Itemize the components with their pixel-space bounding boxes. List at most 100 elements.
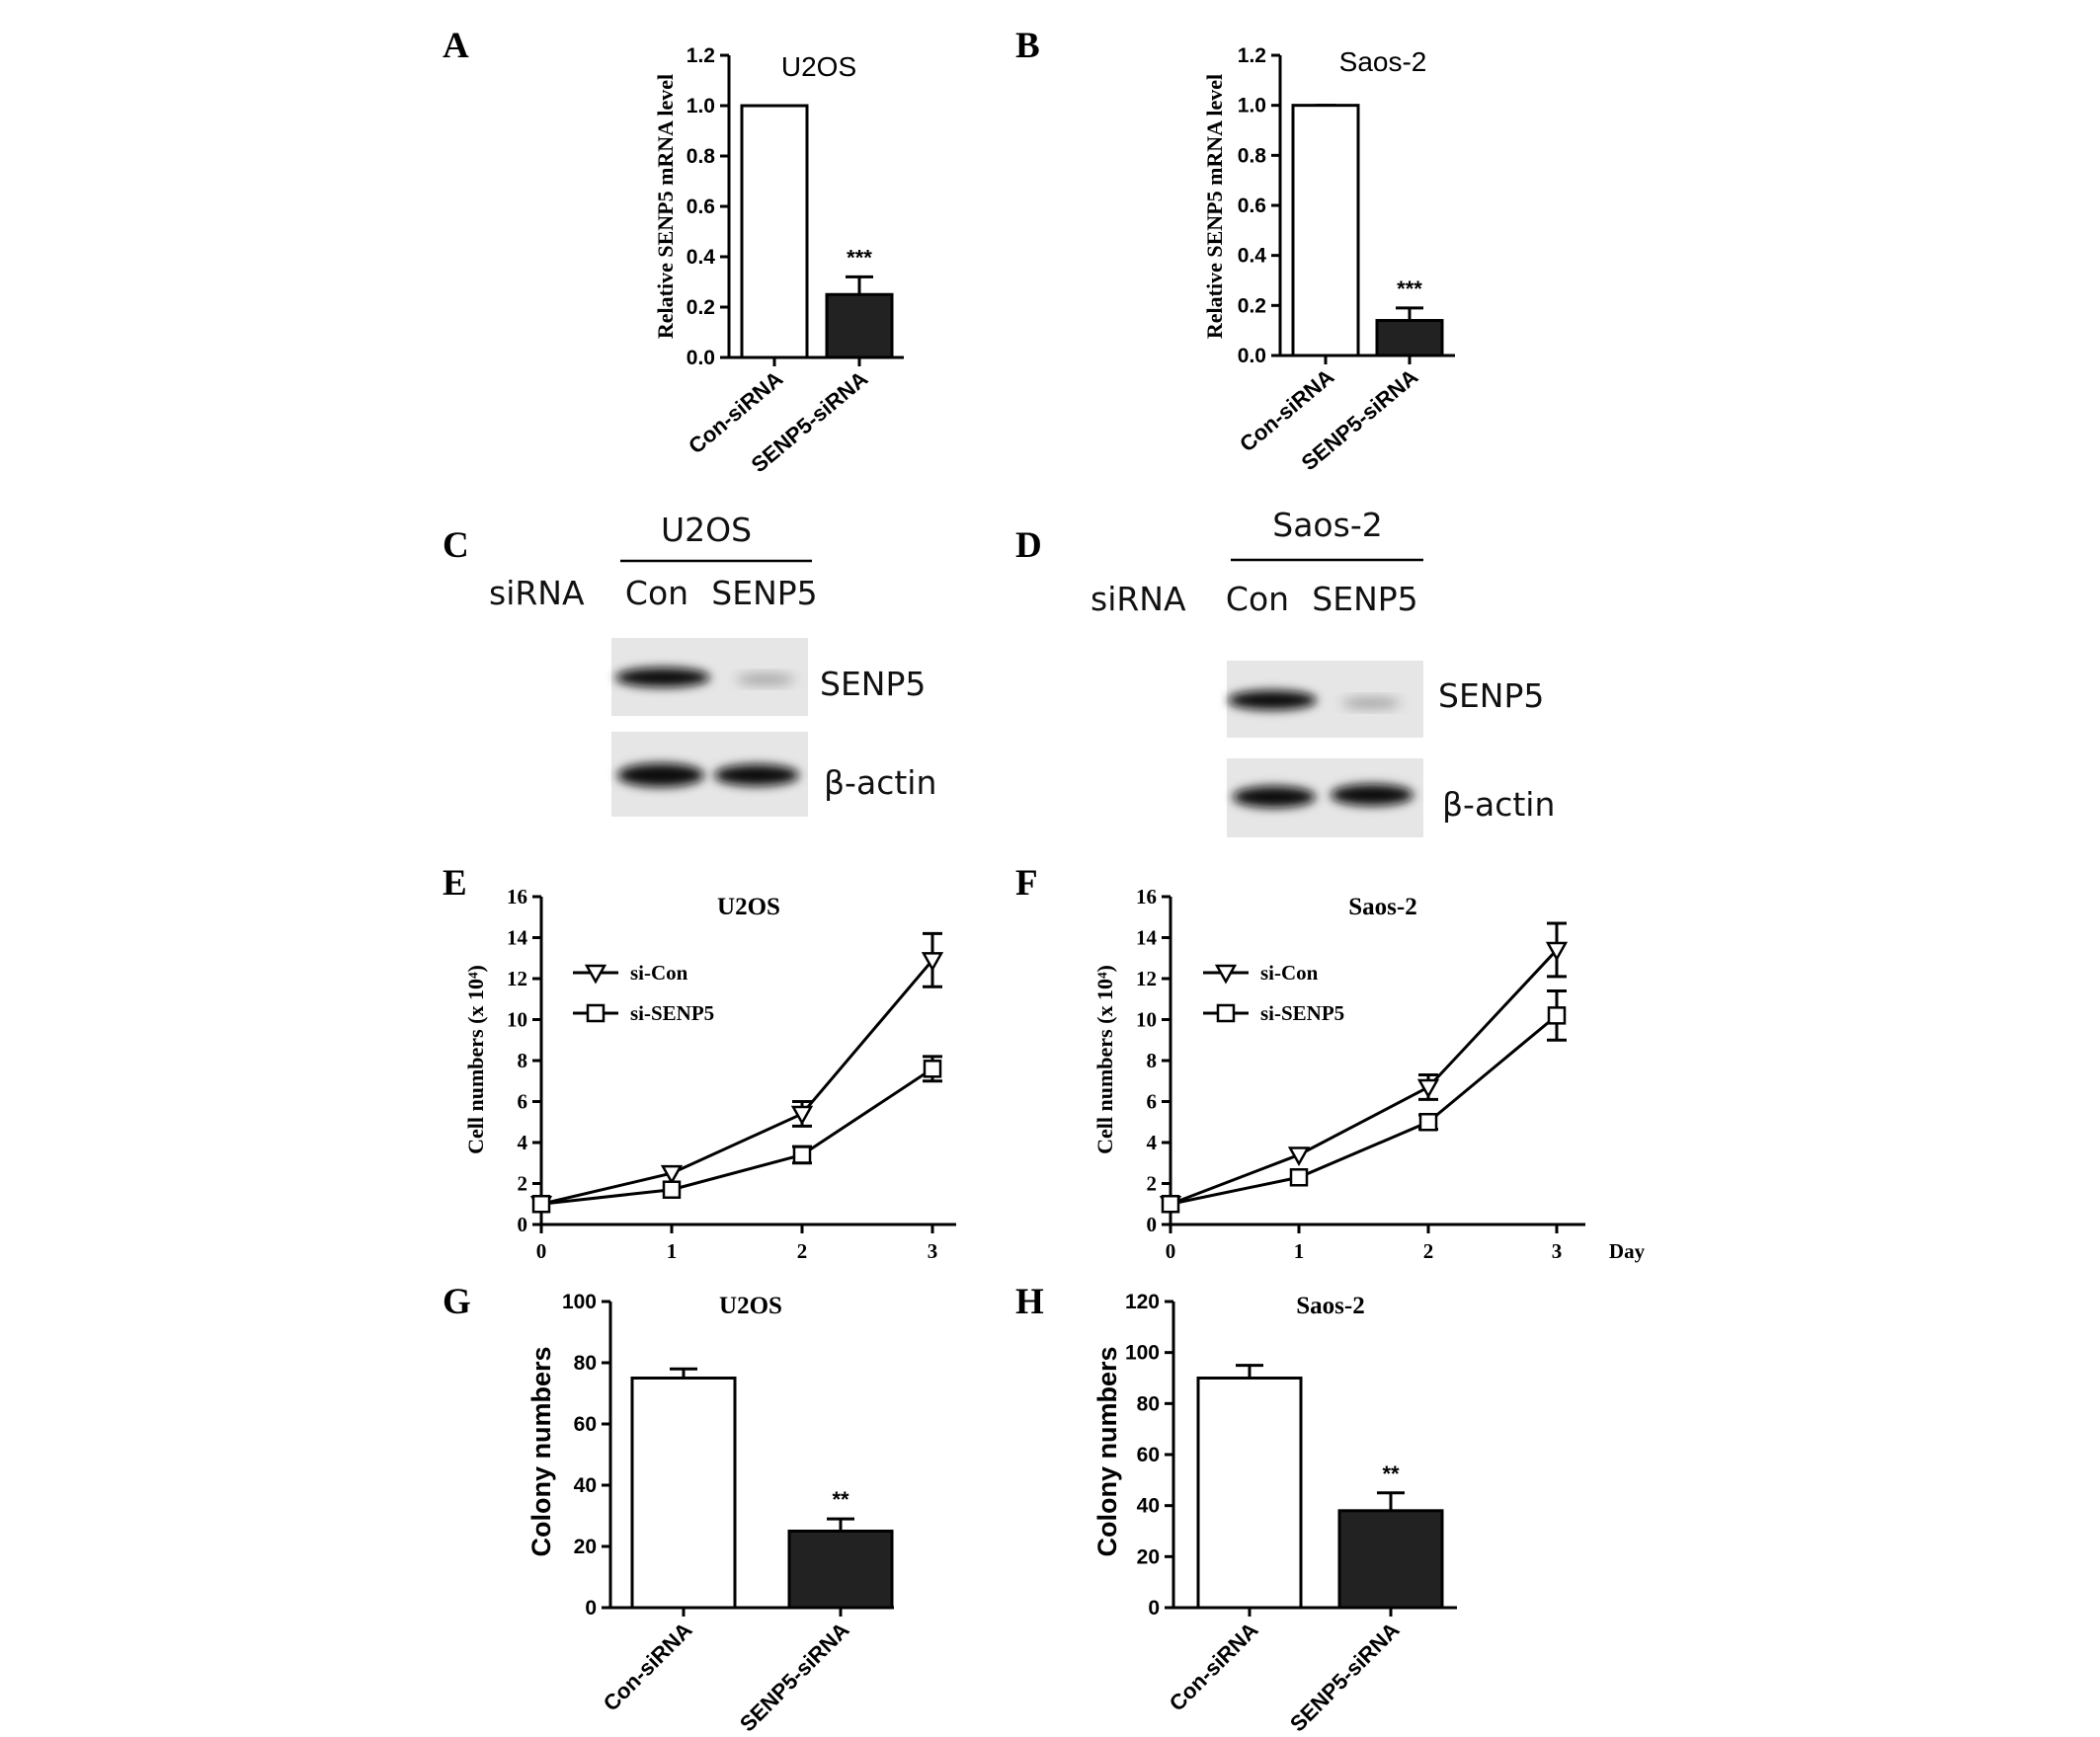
blot-d-protein-actin: β-actin xyxy=(1442,785,1555,824)
bar-senp5-sirna xyxy=(825,292,894,359)
x-tick-label: 0 xyxy=(1166,1239,1176,1263)
legend-label: si-SENP5 xyxy=(1260,1001,1344,1025)
y-tick-label: 10 xyxy=(1136,1008,1157,1032)
legend-label: si-Con xyxy=(1260,961,1319,985)
y-tick-label: 0.8 xyxy=(687,145,716,168)
blot-d-row-label: siRNA xyxy=(1090,580,1186,618)
data-point-si-senp5 xyxy=(1161,1195,1180,1214)
y-tick-label: 0 xyxy=(518,1213,528,1236)
blot-c-lane-senp5: SENP5 xyxy=(711,574,817,612)
data-point-si-con xyxy=(660,1164,684,1185)
chart-title: U2OS xyxy=(719,1293,782,1319)
y-tick-label: 14 xyxy=(1136,926,1158,950)
y-tick-label: 100 xyxy=(1125,1342,1160,1365)
y-tick-label: 14 xyxy=(507,926,528,950)
legend-marker xyxy=(1216,1003,1236,1023)
y-tick-label: 80 xyxy=(1137,1392,1160,1415)
y-tick-label: 2 xyxy=(1147,1172,1158,1196)
y-tick-label: 0.2 xyxy=(1238,294,1266,317)
blot-d-cell-line: Saos-2 xyxy=(1272,506,1382,544)
y-tick-label: 0 xyxy=(585,1597,597,1619)
significance-label: *** xyxy=(1397,276,1422,301)
y-tick-label: 1.0 xyxy=(1238,95,1266,118)
y-tick-label: 60 xyxy=(574,1413,597,1436)
bar-senp5-sirna xyxy=(1375,319,1444,357)
x-tick-label: 2 xyxy=(1423,1239,1434,1263)
y-tick-label: 2 xyxy=(518,1172,528,1196)
chart-g-colony-u2os: 0 20 40 60 80 100 U2OS Colony numbers Con-siRNA *… xyxy=(526,1291,894,1736)
y-tick-label: 1.2 xyxy=(687,44,715,67)
blot-c-actin-band-con xyxy=(617,763,704,787)
y-tick-label: 0.6 xyxy=(687,196,715,218)
panel-letter-b: B xyxy=(1015,26,1040,66)
y-tick-label: 12 xyxy=(1136,967,1157,990)
y-axis-label: Relative SENP5 mRNA level xyxy=(653,74,678,339)
chart-title: Saos-2 xyxy=(1296,1293,1364,1319)
blot-c-cell-line: U2OS xyxy=(661,511,752,549)
data-point-si-senp5 xyxy=(1547,1006,1567,1025)
x-tick-label: 2 xyxy=(797,1239,808,1263)
category-label: Con-siRNA xyxy=(599,1618,697,1716)
y-tick-label: 10 xyxy=(507,1008,527,1032)
data-point-si-senp5 xyxy=(923,1060,942,1078)
blot-c-senp5-band-con xyxy=(615,668,710,687)
chart-title: Saos-2 xyxy=(1348,894,1416,920)
significance-label: ** xyxy=(832,1487,849,1512)
y-axis-label: Colony numbers xyxy=(526,1346,556,1556)
series-line-si-senp5 xyxy=(540,1067,933,1206)
chart-a-mrna-u2os: 0.0 0.2 0.4 0.6 0.8 1.0 1.2 U2OS Relative SENP5 … xyxy=(653,44,904,477)
data-point-si-con xyxy=(1545,941,1569,962)
significance-label: *** xyxy=(847,245,872,270)
data-point-si-senp5 xyxy=(531,1195,551,1214)
y-axis-label: Cell numbers (x 10⁴) xyxy=(1092,965,1117,1154)
data-point-si-con xyxy=(1416,1078,1440,1099)
western-blot-d: Saos-2 siRNA Con SENP5 SENP5 β-actin xyxy=(1090,506,1555,837)
chart-title: U2OS xyxy=(717,894,780,920)
x-tick-label: 0 xyxy=(536,1239,547,1263)
blot-d-actin-band-con xyxy=(1233,786,1316,808)
chart-b-mrna-saos2: 0.0 0.2 0.4 0.6 0.8 1.0 1.2 Saos-2 Relative SENP… xyxy=(1202,44,1455,475)
y-tick-label: 1.2 xyxy=(1238,44,1266,67)
y-tick-label: 0.4 xyxy=(687,246,716,269)
legend-marker xyxy=(586,1003,606,1023)
chart-h-colony-saos2: 0 20 40 60 80 100 120 Saos-2 Colony numbers Con-s… xyxy=(1092,1291,1457,1736)
y-tick-label: 120 xyxy=(1125,1291,1160,1313)
y-axis-label: Cell numbers (x 10⁴) xyxy=(463,965,488,1154)
blot-c-protein-senp5: SENP5 xyxy=(820,665,926,703)
y-tick-label: 20 xyxy=(1137,1545,1160,1568)
y-tick-label: 12 xyxy=(507,967,527,990)
bar-con-sirna xyxy=(630,1377,737,1610)
y-tick-label: 1.0 xyxy=(687,95,715,118)
significance-label: ** xyxy=(1382,1461,1400,1486)
data-point-si-senp5 xyxy=(1289,1168,1309,1187)
y-axis-label: Relative SENP5 mRNA level xyxy=(1202,74,1227,339)
y-axis-label: Colony numbers xyxy=(1092,1346,1122,1556)
data-point-si-senp5 xyxy=(662,1180,682,1199)
y-tick-label: 60 xyxy=(1137,1444,1160,1466)
y-tick-label: 0 xyxy=(1148,1597,1160,1619)
blot-d-lane-senp5: SENP5 xyxy=(1312,580,1417,618)
bar-senp5-sirna xyxy=(787,1530,894,1610)
x-axis-label: Day xyxy=(1609,1239,1646,1263)
legend-marker xyxy=(1214,964,1238,985)
x-tick-label: 3 xyxy=(1552,1239,1563,1263)
panel-letter-c: C xyxy=(443,525,469,566)
y-tick-label: 0.8 xyxy=(1238,144,1267,167)
y-tick-label: 20 xyxy=(574,1536,597,1558)
chart-title: Saos-2 xyxy=(1339,46,1427,77)
y-tick-label: 0.0 xyxy=(1238,345,1266,367)
blot-c-actin-band-senp5 xyxy=(714,764,799,786)
data-point-si-con xyxy=(790,1105,814,1126)
panel-letter-g: G xyxy=(443,1282,471,1322)
y-tick-label: 80 xyxy=(574,1352,597,1375)
series-line-si-con xyxy=(1170,948,1559,1206)
data-point-si-con xyxy=(921,952,944,972)
blot-d-protein-senp5: SENP5 xyxy=(1438,676,1544,715)
panel-letter-a: A xyxy=(443,26,469,66)
category-label: SENP5-siRNA xyxy=(735,1618,854,1737)
blot-c-senp5-band-senp5 xyxy=(736,674,795,684)
panel-letter-d: D xyxy=(1015,525,1042,566)
